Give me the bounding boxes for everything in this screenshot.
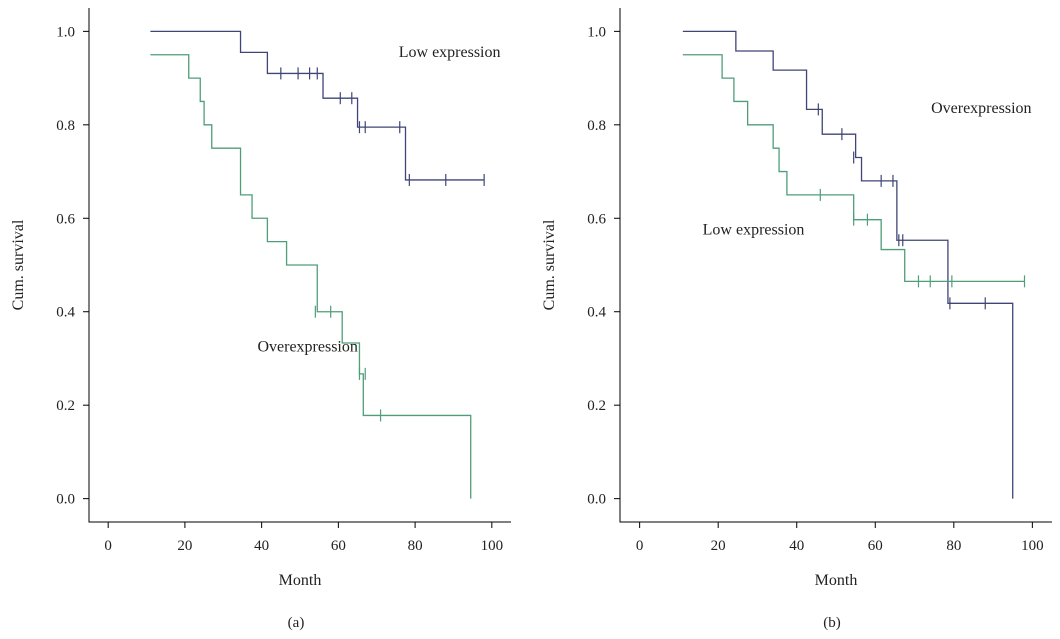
- x-axis-title: Month: [279, 572, 322, 589]
- y-tick-label: 0.2: [56, 398, 75, 414]
- y-tick-label: 0.6: [56, 211, 75, 227]
- y-tick-label: 0.0: [56, 492, 75, 508]
- y-axis-title: Cum. survival: [541, 219, 558, 310]
- axis-frame: [620, 8, 1052, 522]
- x-tick-label: 40: [254, 538, 269, 554]
- x-tick-label: 100: [481, 538, 504, 554]
- x-tick-label: 80: [946, 538, 961, 554]
- y-tick-label: 0.2: [587, 398, 606, 414]
- x-tick-label: 0: [104, 538, 112, 554]
- survival-curve: [150, 55, 470, 499]
- y-tick-label: 0.4: [56, 305, 75, 321]
- y-tick-label: 0.8: [587, 118, 606, 134]
- series-annotation: Overexpression: [257, 338, 357, 355]
- y-tick-label: 1.0: [56, 24, 75, 40]
- series-annotation: Low expression: [703, 222, 805, 239]
- x-axis-title: Month: [815, 572, 858, 589]
- x-tick-label: 40: [789, 538, 804, 554]
- x-tick-label: 60: [868, 538, 883, 554]
- x-tick-label: 80: [408, 538, 423, 554]
- x-tick-label: 60: [331, 538, 346, 554]
- y-tick-label: 0.6: [587, 211, 606, 227]
- series-annotation: Low expression: [399, 44, 501, 61]
- x-tick-label: 0: [636, 538, 644, 554]
- survival-curve: [683, 55, 1025, 282]
- y-axis-title: Cum. survival: [10, 219, 27, 310]
- y-tick-label: 0.0: [587, 492, 606, 508]
- y-tick-label: 0.8: [56, 118, 75, 134]
- panel-b: 0.0 0.2 0.4 0.6 0.8 1.0 0 20 40 60 80 100 Month Cum. …: [541, 8, 1052, 631]
- panel-a: 0.0 0.2 0.4 0.6 0.8 1.0 0 20 40 60 80 100 Month Cum. …: [10, 8, 511, 631]
- series-annotation: Overexpression: [931, 100, 1031, 117]
- x-tick-label: 20: [711, 538, 726, 554]
- panel-label: (a): [288, 615, 305, 631]
- panel-label: (b): [823, 615, 841, 631]
- x-tick-label: 20: [177, 538, 192, 554]
- y-tick-label: 0.4: [587, 305, 606, 321]
- y-tick-label: 1.0: [587, 24, 606, 40]
- x-tick-label: 100: [1021, 538, 1044, 554]
